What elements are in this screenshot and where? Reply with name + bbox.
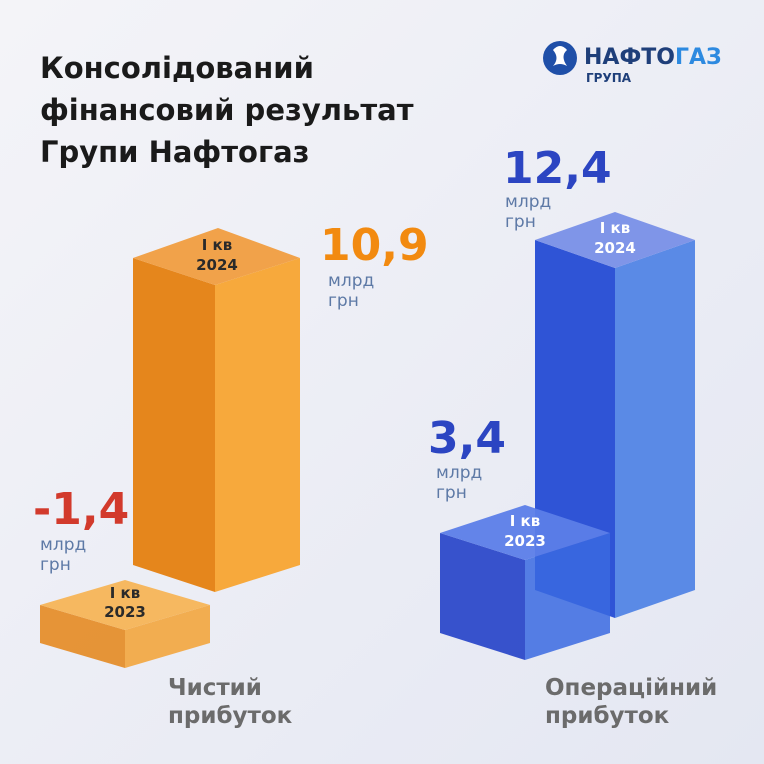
value: 12,4 [503,143,612,194]
unit: грн [505,212,536,232]
period: I кв [110,584,140,602]
box-face [125,605,210,668]
period: 2024 [196,256,238,274]
logo-flame [553,46,567,66]
title-line: фінансовий результат [40,93,414,127]
unit: грн [328,291,359,311]
box-top [40,580,210,630]
box-top [133,228,300,285]
value: -1,4 [33,484,129,535]
box [133,228,300,592]
period: 2023 [104,603,146,621]
unit: грн [436,483,467,503]
box-face [525,533,610,660]
box-face [215,258,300,592]
group-label: Операційний [545,675,717,701]
box-face [40,605,125,668]
group-label: прибуток [168,703,293,729]
logo: НАФТОГАЗ ГРУПА [543,41,722,85]
group-label: прибуток [545,703,670,729]
title-line: Групи Нафтогаз [40,135,310,169]
unit: млрд [436,463,482,483]
period: 2024 [594,239,636,257]
logo-sub: ГРУПА [586,71,632,85]
box-face [440,533,525,660]
box-face [133,258,215,592]
box-face [615,240,695,618]
unit: грн [40,555,71,575]
value: 3,4 [428,413,506,464]
period: I кв [510,512,540,530]
box [40,580,210,668]
period: I кв [600,219,630,237]
box [535,212,695,618]
box-top [440,505,610,560]
logo-name: НАФТОГАЗ [584,45,722,70]
unit: млрд [505,192,551,212]
group-label: Чистий [168,675,262,701]
title-line: Консолідований [40,51,314,85]
box-top [535,212,695,268]
period: I кв [202,236,232,254]
unit: млрд [328,271,374,291]
period: 2023 [504,532,546,550]
box [440,505,610,660]
unit: млрд [40,535,86,555]
value: 10,9 [320,220,429,271]
